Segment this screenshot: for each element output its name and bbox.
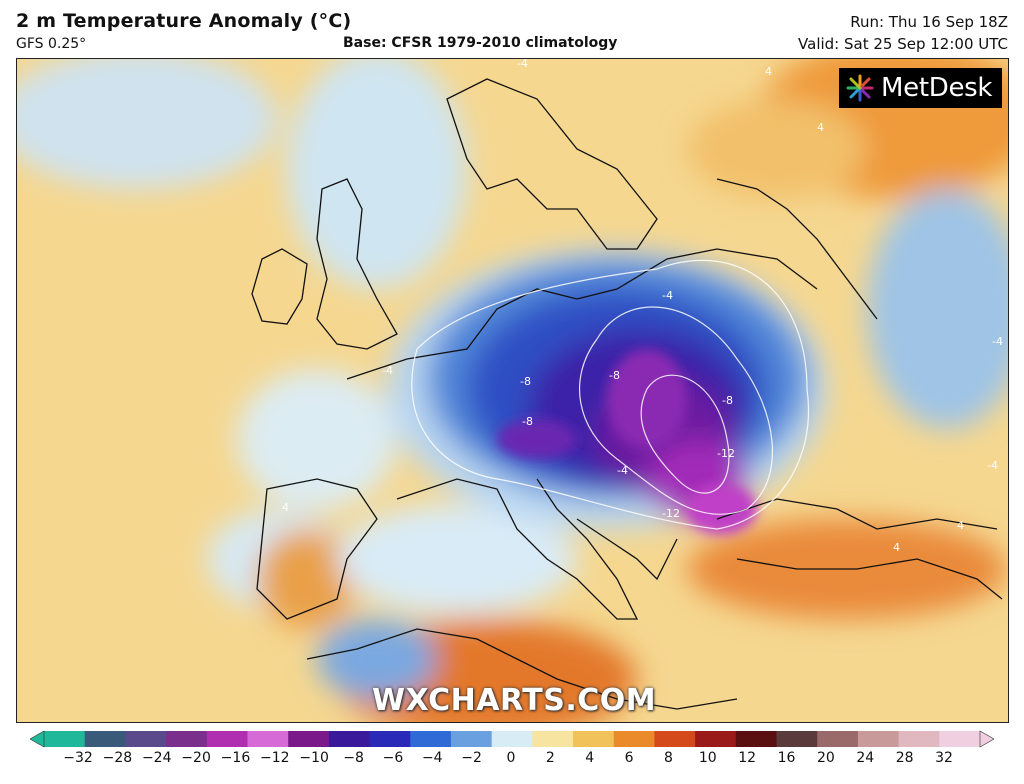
contour-label: -8 bbox=[609, 369, 620, 382]
contour-label: -4 bbox=[382, 364, 393, 377]
contour-label: -4 bbox=[662, 289, 673, 302]
colorbar-segments bbox=[44, 731, 981, 747]
colorbar-segment bbox=[939, 731, 981, 747]
metdesk-logo: MetDesk bbox=[839, 68, 1002, 108]
contour-label: -12 bbox=[717, 447, 735, 460]
contour-label: -12 bbox=[662, 507, 680, 520]
colorbar-segment bbox=[410, 731, 452, 747]
model-label: GFS 0.25° bbox=[16, 36, 87, 52]
colorbar-segment bbox=[288, 731, 330, 747]
colorbar-tick-label: 28 bbox=[895, 750, 914, 766]
contour-label: -4 bbox=[517, 59, 528, 70]
watermark-text: WXCHARTS.COM bbox=[372, 683, 657, 718]
colorbar-segment bbox=[125, 731, 167, 747]
colorbar-tick-label: −32 bbox=[63, 750, 93, 766]
contour-label: -4 bbox=[617, 464, 628, 477]
colorbar bbox=[30, 730, 994, 748]
colorbar-tick-label: 20 bbox=[816, 750, 835, 766]
colorbar-segment bbox=[573, 731, 615, 747]
chart-title: 2 m Temperature Anomaly (°C) bbox=[16, 10, 352, 32]
colorbar-tick-label: −4 bbox=[421, 750, 443, 766]
contour-label: 4 bbox=[957, 519, 964, 532]
cold-core-detail bbox=[497, 349, 757, 534]
colorbar-tick-labels: −32 −28 −24 −20 −16 −12 −10 −8 −6 −4 −2 0 2 4 6 8 10 12 16… bbox=[0, 750, 1024, 770]
colorbar-segment bbox=[84, 731, 126, 747]
colorbar-tick-label: 4 bbox=[585, 750, 595, 766]
contour-label-group: -4 -4 -4 -4 -4 -4 -8 -8 -8 -8 -12 -12 4 … bbox=[282, 59, 1003, 554]
contour-label: 4 bbox=[765, 65, 772, 78]
contour-lines bbox=[411, 259, 810, 530]
run-time-label: Run: Thu 16 Sep 18Z bbox=[850, 13, 1008, 31]
logo-text: MetDesk bbox=[881, 73, 993, 103]
colorbar-segment bbox=[247, 731, 289, 747]
colorbar-tick-label: 6 bbox=[624, 750, 634, 766]
colorbar-segment bbox=[735, 731, 778, 747]
colorbar-tick-label: −6 bbox=[382, 750, 404, 766]
contour-label: -8 bbox=[522, 415, 533, 428]
map-canvas: -4 -4 -4 -4 -4 -4 -8 -8 -8 -8 -12 -12 4 … bbox=[17, 59, 1008, 722]
colorbar-segment bbox=[654, 731, 696, 747]
colorbar-tick-label: −28 bbox=[102, 750, 133, 766]
contour-label: 4 bbox=[282, 501, 289, 514]
colorbar-segment bbox=[491, 731, 533, 747]
contour-label: -4 bbox=[992, 335, 1003, 348]
coastlines bbox=[251, 78, 1003, 710]
colorbar-segment bbox=[369, 731, 411, 747]
colorbar-segment bbox=[166, 731, 208, 747]
colorbar-tick-label: 32 bbox=[935, 750, 953, 766]
metdesk-burst-icon bbox=[846, 74, 874, 102]
colorbar-tick-label: 0 bbox=[506, 750, 516, 766]
colorbar-segment bbox=[328, 731, 371, 747]
colorbar-tick-label: −16 bbox=[220, 750, 251, 766]
contour-label: -4 bbox=[987, 459, 998, 472]
colorbar-tick-label: 16 bbox=[777, 750, 796, 766]
colorbar-segment bbox=[857, 731, 900, 747]
colorbar-segment bbox=[532, 731, 574, 747]
colorbar-tick-label: −8 bbox=[343, 750, 364, 766]
colorbar-segment bbox=[817, 731, 859, 747]
colorbar-segment bbox=[613, 731, 655, 747]
climatology-base-label: Base: CFSR 1979-2010 climatology bbox=[343, 35, 618, 51]
colorbar-segment bbox=[695, 731, 737, 747]
colorbar-tick-label: 24 bbox=[856, 750, 875, 766]
colorbar-tick-label: −20 bbox=[181, 750, 211, 766]
contour-label: -8 bbox=[722, 394, 733, 407]
anomaly-map: -4 -4 -4 -4 -4 -4 -8 -8 -8 -8 -12 -12 4 … bbox=[16, 58, 1009, 723]
colorbar-right-arrow bbox=[979, 730, 994, 748]
valid-time-label: Valid: Sat 25 Sep 12:00 UTC bbox=[798, 35, 1008, 53]
contour-label: 4 bbox=[817, 121, 824, 134]
colorbar-tick-label: −12 bbox=[260, 750, 290, 766]
colorbar-tick-label: 10 bbox=[698, 750, 717, 766]
colorbar-tick-label: 12 bbox=[738, 750, 757, 766]
colorbar-tick-label: −2 bbox=[461, 750, 482, 766]
colorbar-tick-label: −24 bbox=[141, 750, 172, 766]
contour-label: -8 bbox=[520, 375, 531, 388]
colorbar-segment bbox=[776, 731, 818, 747]
colorbar-left-arrow bbox=[30, 730, 45, 748]
colorbar-tick-label: −10 bbox=[299, 750, 329, 766]
colorbar-segment bbox=[450, 731, 493, 747]
colorbar-segment bbox=[206, 731, 248, 747]
colorbar-segment bbox=[898, 731, 940, 747]
colorbar-segment bbox=[44, 731, 86, 747]
contour-label: 4 bbox=[893, 541, 900, 554]
colorbar-tick-label: 2 bbox=[545, 750, 555, 766]
anomaly-field bbox=[17, 59, 1008, 722]
colorbar-tick-label: 8 bbox=[663, 750, 673, 766]
